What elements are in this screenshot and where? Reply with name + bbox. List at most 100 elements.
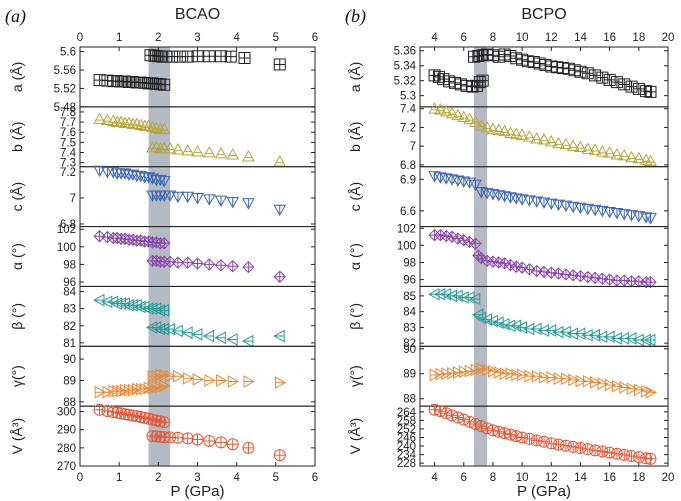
data-point bbox=[530, 322, 542, 336]
x-tick-label: 2 bbox=[155, 32, 161, 44]
x-tick-label: 16 bbox=[603, 32, 616, 44]
panel-label-b: (b) bbox=[345, 6, 366, 27]
data-point bbox=[446, 409, 459, 422]
data-point bbox=[242, 260, 255, 274]
x-tick-label: 4 bbox=[233, 32, 240, 44]
data-point bbox=[191, 257, 204, 270]
y-tick-label: 6.8 bbox=[60, 219, 76, 231]
data-point bbox=[157, 304, 170, 317]
x-tick-label: 12 bbox=[545, 32, 558, 44]
data-point bbox=[552, 136, 565, 149]
data-point bbox=[157, 176, 171, 188]
y-tick-label: 240 bbox=[397, 441, 416, 453]
data-point bbox=[640, 85, 653, 98]
data-point bbox=[589, 69, 602, 82]
y-tick-label: 6.6 bbox=[400, 206, 416, 218]
data-point bbox=[504, 258, 517, 272]
data-point bbox=[588, 204, 602, 217]
x-tick-label: 5 bbox=[273, 472, 279, 484]
panel-2: 6.8 7 7.2 c (Å) bbox=[9, 165, 316, 231]
x-tick-label: 3 bbox=[194, 32, 200, 44]
y-tick-label: 5.36 bbox=[394, 46, 416, 58]
panel-frame bbox=[79, 106, 316, 168]
data-point bbox=[451, 232, 465, 245]
y-tick-label: 7.3 bbox=[60, 158, 76, 170]
data-point bbox=[142, 119, 155, 132]
y-tick-label: 5.3 bbox=[400, 91, 416, 103]
data-point bbox=[625, 150, 638, 163]
y-tick-label: 96 bbox=[63, 277, 76, 289]
x-tick-label: 4 bbox=[431, 32, 438, 44]
y-tick-label: 7 bbox=[410, 141, 416, 153]
data-point bbox=[574, 140, 587, 152]
y-tick-label: 5.32 bbox=[394, 76, 416, 88]
y-axis-label: α (°) bbox=[9, 243, 25, 270]
y-tick-label: 88 bbox=[63, 397, 76, 409]
data-point bbox=[204, 374, 216, 387]
data-point bbox=[581, 270, 594, 284]
panel-2: 6.6 6.9 c (Å) bbox=[347, 166, 669, 228]
data-point bbox=[625, 210, 638, 222]
x-tick-label: 0 bbox=[77, 472, 83, 484]
data-point bbox=[610, 148, 624, 160]
y-axis-label: b (Å) bbox=[9, 122, 25, 152]
y-tick-label: 83 bbox=[63, 304, 76, 316]
data-point bbox=[429, 368, 442, 382]
data-point bbox=[171, 431, 184, 444]
data-point bbox=[150, 140, 163, 153]
data-point bbox=[574, 65, 587, 78]
data-point bbox=[617, 209, 631, 221]
data-point bbox=[644, 85, 657, 98]
data-point bbox=[559, 439, 572, 452]
y-tick-label: 5.34 bbox=[394, 61, 417, 73]
y-tick-label: 270 bbox=[57, 461, 76, 473]
data-point bbox=[610, 208, 624, 220]
data-point bbox=[114, 115, 128, 127]
data-point bbox=[588, 328, 600, 342]
data-point bbox=[625, 80, 638, 93]
x-tick-label: 14 bbox=[574, 472, 587, 484]
data-point bbox=[537, 265, 551, 279]
y-tick-label: 83 bbox=[403, 322, 416, 334]
y-tick-label: 7.6 bbox=[60, 127, 76, 139]
data-point bbox=[498, 124, 511, 137]
y-tick-label: 88 bbox=[403, 394, 416, 406]
x-tick-label: 4 bbox=[431, 472, 438, 484]
data-point bbox=[150, 121, 163, 134]
data-point bbox=[457, 110, 471, 123]
data-point bbox=[552, 438, 565, 451]
data-point bbox=[192, 373, 205, 386]
data-point bbox=[447, 366, 459, 380]
data-point bbox=[226, 333, 238, 346]
y-axis-label: a (Å) bbox=[9, 62, 25, 92]
x-tick-label: 4 bbox=[233, 472, 240, 484]
x-tick-label: 8 bbox=[490, 472, 496, 484]
data-point bbox=[619, 381, 631, 394]
data-point bbox=[469, 418, 482, 430]
y-tick-label: 7.2 bbox=[400, 122, 416, 134]
data-point bbox=[173, 369, 185, 383]
y-tick-label: 7.2 bbox=[60, 167, 76, 179]
data-point bbox=[134, 118, 148, 131]
data-point bbox=[481, 422, 494, 435]
data-point bbox=[242, 441, 255, 454]
data-point bbox=[106, 114, 120, 126]
data-point bbox=[603, 73, 616, 86]
y-tick-label: 264 bbox=[397, 407, 417, 419]
data-point bbox=[566, 269, 580, 282]
data-point bbox=[618, 78, 631, 91]
data-point bbox=[545, 266, 558, 279]
data-point bbox=[632, 275, 646, 288]
panel-0: 5.48 5.52 5.56 5.6 a (Å) bbox=[9, 46, 316, 114]
data-point bbox=[644, 452, 657, 465]
y-tick-label: 85 bbox=[403, 291, 416, 303]
y-tick-label: 228 bbox=[397, 458, 416, 470]
data-point bbox=[530, 264, 543, 278]
data-point bbox=[523, 195, 536, 207]
data-point bbox=[632, 211, 646, 223]
data-point bbox=[626, 382, 639, 396]
data-point bbox=[158, 416, 171, 429]
y-tick-label: 100 bbox=[57, 242, 76, 254]
data-point bbox=[582, 374, 595, 388]
y-tick-label: 6.8 bbox=[400, 160, 416, 172]
